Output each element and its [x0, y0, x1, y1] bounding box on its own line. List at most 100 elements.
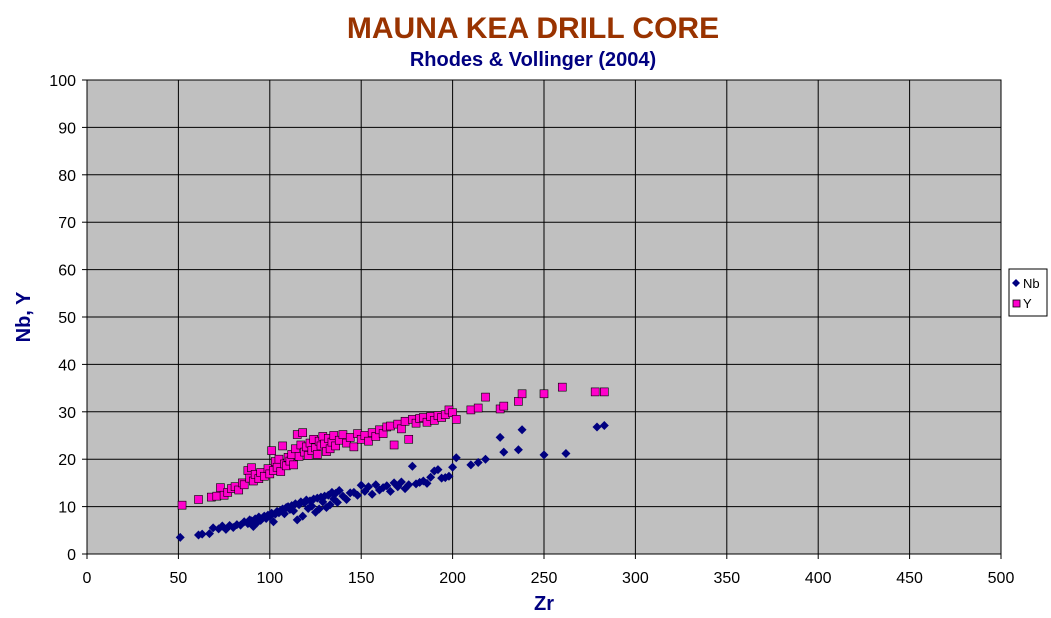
data-point-y	[514, 397, 523, 406]
data-point-y	[404, 434, 414, 444]
data-point-nb	[448, 462, 458, 472]
y-tick-label: 30	[58, 405, 76, 422]
data-point-nb	[204, 529, 214, 539]
x-tick-label: 500	[988, 570, 1015, 587]
data-point-nb	[332, 497, 342, 507]
data-point-nb	[334, 485, 344, 495]
y-tick-label: 90	[58, 120, 76, 137]
y-tick-label: 0	[67, 547, 76, 564]
data-point-nb	[422, 478, 432, 488]
series-layer	[175, 382, 609, 542]
legend-marker-nb	[1012, 279, 1020, 287]
chart-title: MAUNA KEA DRILL CORE	[347, 12, 719, 45]
legend-label-nb: Nb	[1023, 276, 1040, 291]
data-point-nb	[385, 486, 395, 496]
data-point-nb	[279, 509, 289, 519]
data-point-nb	[539, 450, 549, 460]
data-point-nb	[325, 500, 335, 510]
data-point-y	[499, 401, 509, 411]
data-point-y	[400, 416, 410, 426]
data-point-y	[289, 460, 298, 470]
y-tick-label: 40	[58, 357, 76, 374]
x-tick-label: 0	[83, 570, 92, 587]
data-point-y	[386, 421, 395, 431]
data-point-nb	[561, 449, 571, 459]
chart-subtitle: Rhodes & Vollinger (2004)	[410, 49, 656, 71]
data-point-nb	[466, 460, 476, 470]
y-tick-label: 10	[58, 500, 76, 517]
data-point-nb	[298, 511, 308, 521]
data-point-nb	[289, 506, 299, 516]
x-tick-label: 300	[622, 570, 649, 587]
legend: Nb Y	[1008, 268, 1048, 317]
data-point-nb	[268, 517, 278, 527]
data-point-nb	[396, 477, 406, 487]
data-point-y	[267, 446, 276, 455]
data-point-y	[364, 436, 373, 446]
x-tick-label: 50	[170, 570, 188, 587]
data-point-y	[473, 403, 483, 413]
data-point-nb	[311, 507, 320, 517]
data-point-nb	[382, 481, 392, 491]
data-point-nb	[307, 501, 317, 511]
legend-box	[1008, 268, 1048, 317]
data-point-nb	[342, 494, 352, 504]
y-tick-label: 50	[58, 310, 76, 327]
data-point-y	[298, 428, 308, 437]
x-tick-label: 200	[439, 570, 466, 587]
data-point-y	[212, 491, 222, 501]
data-point-nb	[444, 471, 454, 481]
data-point-nb	[270, 509, 280, 519]
legend-label-y: Y	[1023, 296, 1032, 311]
data-point-nb	[473, 458, 483, 468]
data-point-y	[600, 387, 609, 397]
data-point-nb	[495, 432, 505, 442]
data-point-nb	[208, 523, 218, 533]
y-tick-label: 60	[58, 263, 76, 280]
data-point-nb	[451, 453, 461, 463]
y-tick-labels: 0 10 20 30 40 50 60 70 80 90 100	[49, 73, 76, 564]
y-tick-label: 80	[58, 168, 76, 185]
data-point-nb	[364, 482, 374, 492]
data-point-nb	[433, 465, 443, 475]
data-point-nb	[292, 515, 302, 525]
data-point-nb	[197, 529, 207, 539]
data-point-nb	[599, 421, 609, 431]
data-point-nb	[499, 447, 509, 457]
data-point-nb	[426, 472, 436, 482]
x-tick-labels: 0 50 100 150 200 250 300 350 400 450 500	[83, 570, 1015, 587]
data-point-y	[239, 480, 249, 490]
data-point-y	[466, 405, 476, 415]
y-axis-title: Nb, Y	[13, 291, 35, 342]
data-point-y	[349, 442, 359, 452]
data-point-nb	[175, 532, 185, 542]
data-point-nb	[517, 425, 527, 435]
data-point-y	[389, 440, 399, 450]
y-tick-label: 20	[58, 452, 76, 469]
data-point-nb	[481, 454, 491, 464]
data-point-nb	[356, 480, 366, 490]
y-tick-label: 100	[49, 73, 76, 90]
data-point-y	[397, 424, 406, 434]
data-point-y	[338, 430, 348, 439]
data-point-y	[329, 431, 339, 440]
x-tick-label: 250	[531, 570, 558, 587]
series-y	[177, 382, 609, 510]
grid-lines	[82, 79, 1002, 559]
legend-marker-y	[1012, 299, 1021, 308]
data-point-y	[216, 483, 225, 492]
series-nb	[175, 421, 609, 542]
x-tick-label: 450	[896, 570, 923, 587]
x-axis-title: Zr	[534, 593, 554, 615]
data-point-y	[590, 387, 600, 397]
data-point-nb	[367, 489, 377, 499]
data-point-y	[278, 441, 287, 451]
x-tick-label: 150	[348, 570, 375, 587]
data-point-y	[451, 415, 461, 424]
x-tick-label: 100	[256, 570, 283, 587]
data-point-nb	[314, 504, 324, 514]
data-point-y	[481, 392, 490, 402]
data-point-nb	[404, 480, 414, 490]
data-point-nb	[353, 490, 363, 500]
